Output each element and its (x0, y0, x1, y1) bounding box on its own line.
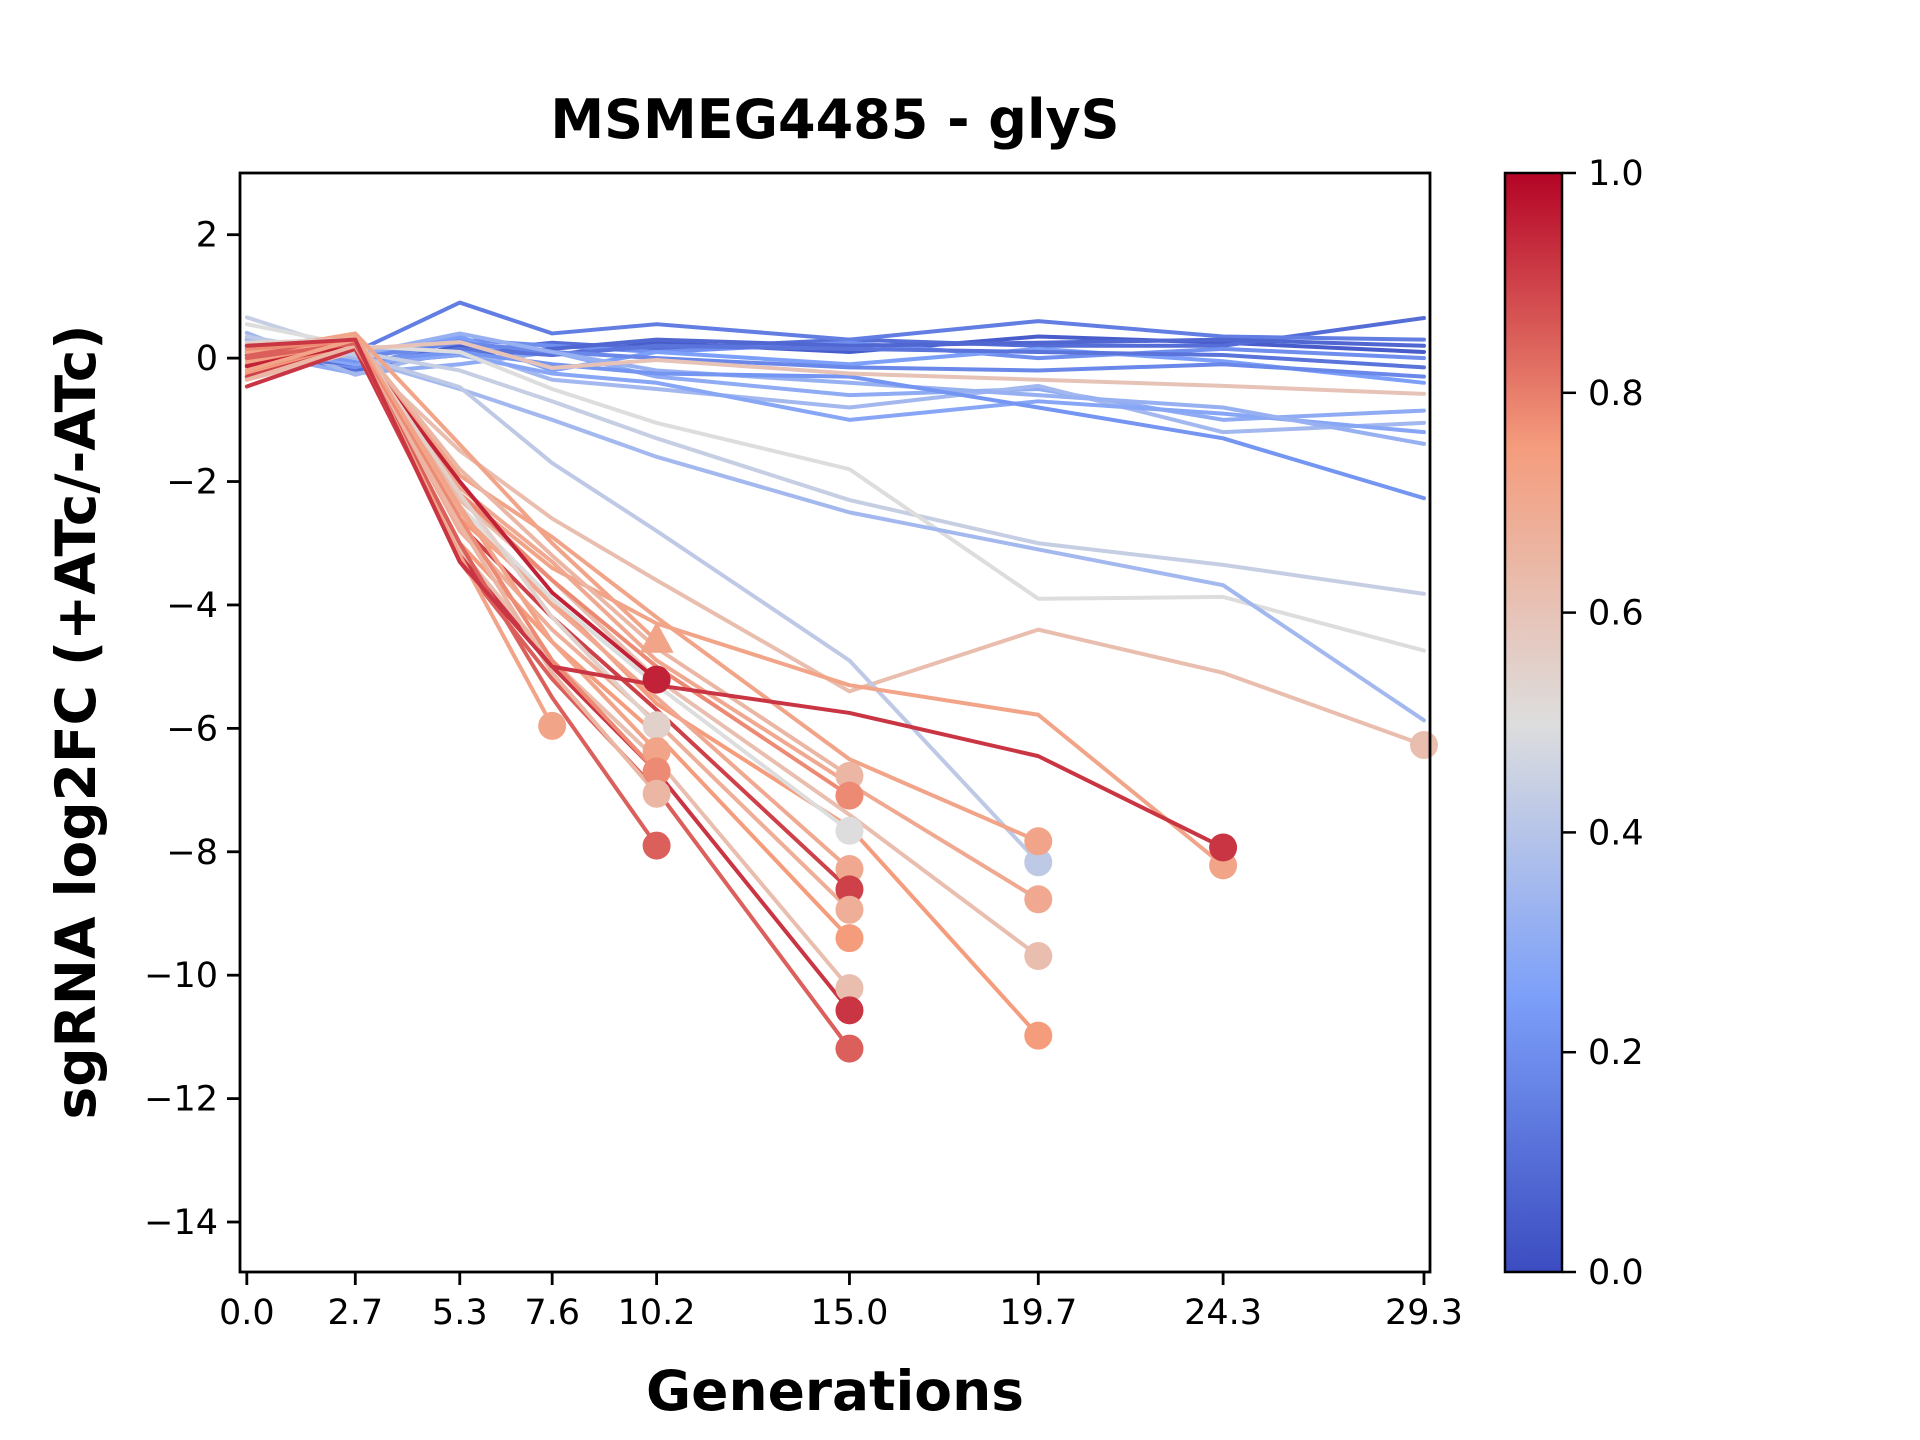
sgrna-line (244, 315, 1426, 596)
end-marker-circle (835, 996, 864, 1025)
end-marker-circle (835, 761, 864, 790)
colorbar-tick-label: 0.4 (1588, 813, 1644, 853)
sgrna-line (244, 340, 1426, 396)
end-marker-circle (642, 779, 671, 808)
colorbar-tick-label: 0.8 (1588, 374, 1644, 414)
end-marker-circle (835, 781, 864, 810)
y-tick-label: 0 (196, 339, 218, 379)
marker-layer (538, 621, 1438, 1063)
end-marker-circle (1024, 848, 1053, 877)
sgrna-line (244, 343, 659, 796)
x-tick-label: 2.7 (327, 1293, 383, 1333)
colorbar-tick-label: 0.0 (1588, 1253, 1644, 1293)
end-marker-circle (642, 831, 671, 860)
sgrna-line (244, 345, 852, 892)
end-marker-circle (1024, 942, 1053, 971)
sgrna-line (244, 339, 659, 774)
colorbar-tick-label: 1.0 (1588, 154, 1644, 194)
y-tick-label: −4 (166, 586, 218, 626)
y-tick-label: 2 (196, 216, 218, 256)
sgrna-line (244, 346, 852, 1013)
end-marker-circle (835, 895, 864, 924)
end-marker-circle (1024, 827, 1053, 856)
x-tick-label: 0.0 (219, 1293, 275, 1333)
sgrna-line (244, 334, 1041, 865)
y-tick-label: −6 (166, 709, 218, 749)
y-tick-label: −8 (166, 833, 218, 873)
end-marker-circle (642, 757, 671, 786)
x-tick-label: 19.7 (999, 1293, 1077, 1333)
end-marker-circle (835, 875, 864, 904)
end-marker-circle (1024, 885, 1053, 914)
sgrna-line (244, 337, 1426, 723)
x-tick-label: 10.2 (618, 1293, 696, 1333)
end-marker-circle (1024, 1021, 1053, 1050)
end-marker-circle (642, 737, 671, 766)
sgrna-line (244, 334, 1426, 385)
x-tick-label: 29.3 (1385, 1293, 1463, 1333)
sgrna-line (244, 300, 1426, 354)
end-marker-circle (1209, 833, 1238, 862)
y-tick-label: −2 (166, 463, 218, 503)
end-marker-circle (835, 974, 864, 1003)
plot-border (238, 171, 1432, 1274)
end-marker-circle (642, 665, 671, 694)
end-marker-circle (835, 855, 864, 884)
colorbar-gradient (1503, 171, 1564, 1274)
sgrna-line (244, 338, 1041, 902)
end-marker-circle (835, 816, 864, 845)
colorbar-tick-label: 0.2 (1588, 1033, 1644, 1073)
x-tick-label: 7.6 (524, 1293, 580, 1333)
sgrna-line (244, 343, 1426, 435)
x-axis-label: Generations (646, 1359, 1024, 1423)
end-marker-circle (835, 1034, 864, 1063)
sgrna-line (244, 337, 1226, 850)
end-marker-triangle (639, 621, 674, 653)
x-tick-label: 24.3 (1184, 1293, 1262, 1333)
y-tick-label: −10 (144, 956, 218, 996)
end-marker-circle (538, 711, 567, 740)
x-tick-label: 5.3 (432, 1293, 488, 1333)
y-tick-label: −12 (144, 1080, 218, 1120)
colorbar: 0.0 0.2 0.4 0.6 0.8 1.0 (1503, 154, 1644, 1293)
x-tick-label: 15.0 (810, 1293, 888, 1333)
end-marker-circle (1409, 731, 1438, 760)
colorbar-tick-label: 0.6 (1588, 594, 1644, 634)
axes-layer: 0.0 2.7 5.3 7.6 10.2 15.0 19.7 24.3 29.3 2 0 −2 −4 −6… (144, 171, 1463, 1333)
sgrna-line (244, 343, 1041, 1038)
y-tick-label: −14 (144, 1203, 218, 1243)
end-marker-circle (642, 711, 671, 740)
sgrna-line (244, 337, 852, 912)
series-layer (244, 300, 1426, 1051)
y-axis-label: sgRNA log2FC (+ATc/-ATc) (44, 324, 108, 1119)
chart-title: MSMEG4485 - glyS (550, 88, 1119, 151)
end-marker-circle (835, 924, 864, 953)
